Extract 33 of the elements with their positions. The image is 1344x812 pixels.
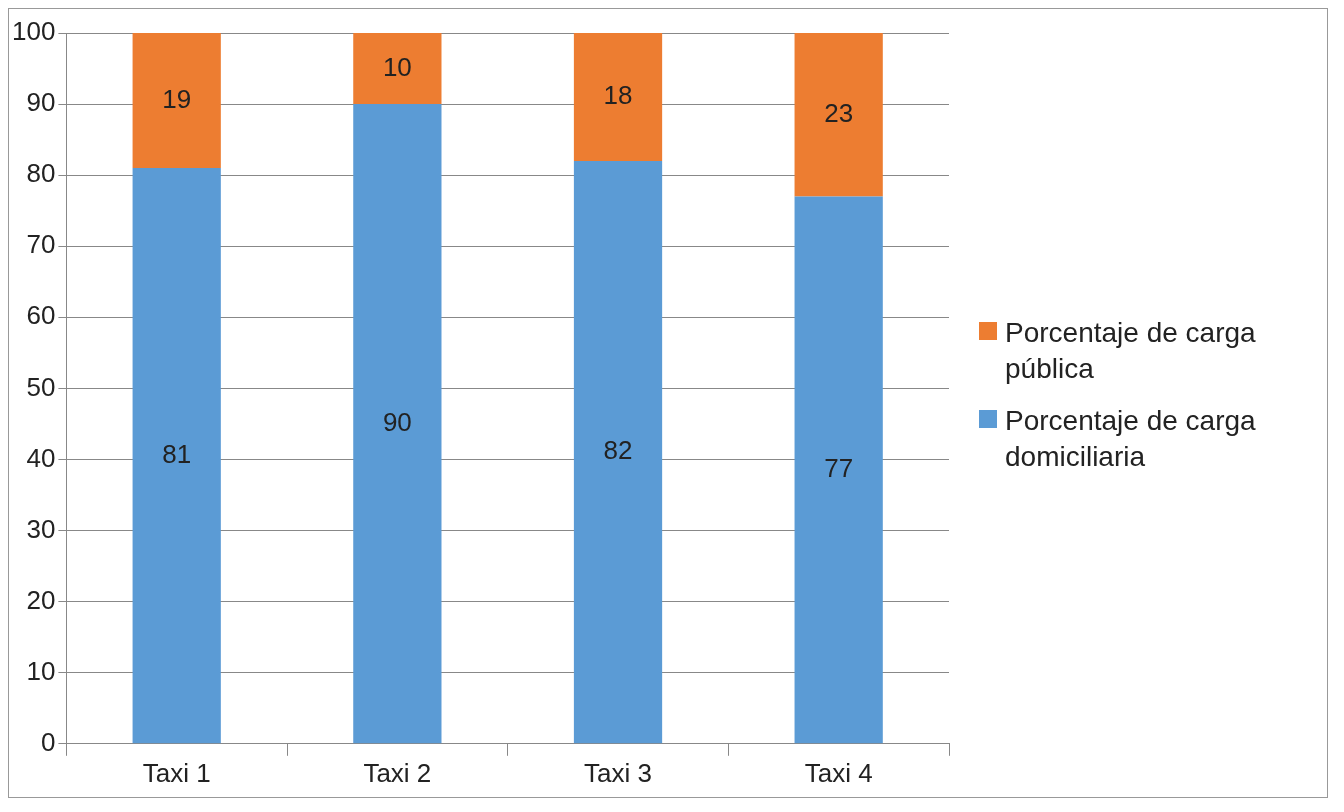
data-label: 77 [824,453,854,484]
y-tick-label: 80 [26,158,56,189]
data-label: 82 [603,435,633,466]
y-tick-label: 90 [26,87,56,118]
y-tick-label: 100 [11,16,56,47]
bar [794,33,883,197]
legend-label: Porcentaje de carga domiciliaria [1005,404,1257,474]
bar [573,33,663,161]
data-label: 18 [603,80,633,111]
bar [573,160,663,744]
x-tick-label: Taxi 3 [584,757,652,788]
data-label: 23 [824,97,854,128]
y-tick-label: 70 [26,229,56,260]
data-label: 81 [162,438,192,469]
y-tick-label: 0 [40,726,56,757]
x-tick-label: Taxi 4 [804,757,873,788]
data-label: 10 [382,51,412,82]
bar [132,33,221,169]
y-tick-label: 40 [26,442,56,473]
bar [353,104,442,744]
legend-label: Porcentaje de carga pública [1005,316,1257,386]
data-label: 90 [382,406,412,437]
bar [132,168,221,744]
y-tick-label: 10 [26,655,56,686]
y-tick-label: 50 [26,371,56,402]
y-tick-label: 30 [26,513,56,544]
bar [353,33,442,105]
y-tick-label: 20 [26,584,56,615]
x-tick-label: Taxi 2 [363,757,432,788]
x-tick-label: Taxi 1 [142,757,211,788]
bar [794,196,883,744]
data-label: 19 [162,83,192,114]
y-tick-label: 60 [26,300,56,331]
